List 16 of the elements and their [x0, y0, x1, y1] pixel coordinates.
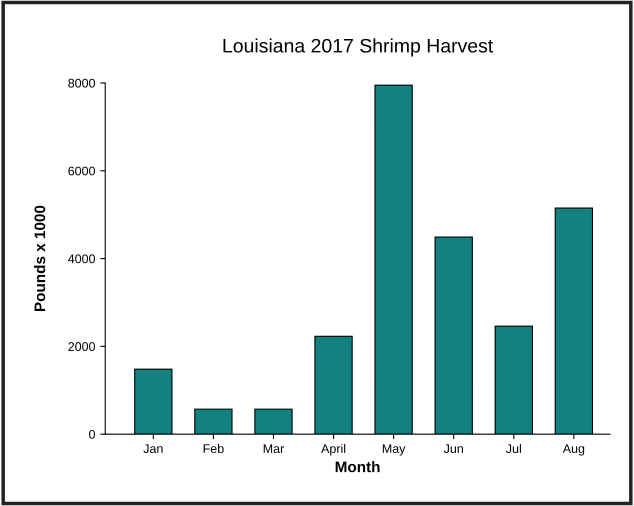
x-tick-label: Mar — [264, 444, 284, 454]
chart-title: Louisiana 2017 Shrimp Harvest — [224, 38, 494, 56]
y-tick-label: 4000 — [68, 254, 96, 264]
x-tick-label: Aug — [562, 444, 584, 456]
x-axis-title: Month — [336, 461, 380, 472]
y-tick-label: 8000 — [68, 78, 96, 88]
x-tick-label: Jul — [506, 444, 521, 454]
x-tick-label: Jan — [143, 444, 163, 454]
y-axis-title: Pounds x 1000 — [34, 206, 46, 312]
y-tick-label: 0 — [89, 430, 96, 439]
x-tick-label: April — [321, 444, 346, 456]
y-tick-label: 6000 — [68, 166, 96, 176]
y-tick-label: 2000 — [68, 342, 96, 352]
x-tick-label: May — [382, 444, 406, 456]
x-tick-label: Jun — [444, 444, 463, 454]
x-tick-label: Feb — [204, 444, 224, 454]
